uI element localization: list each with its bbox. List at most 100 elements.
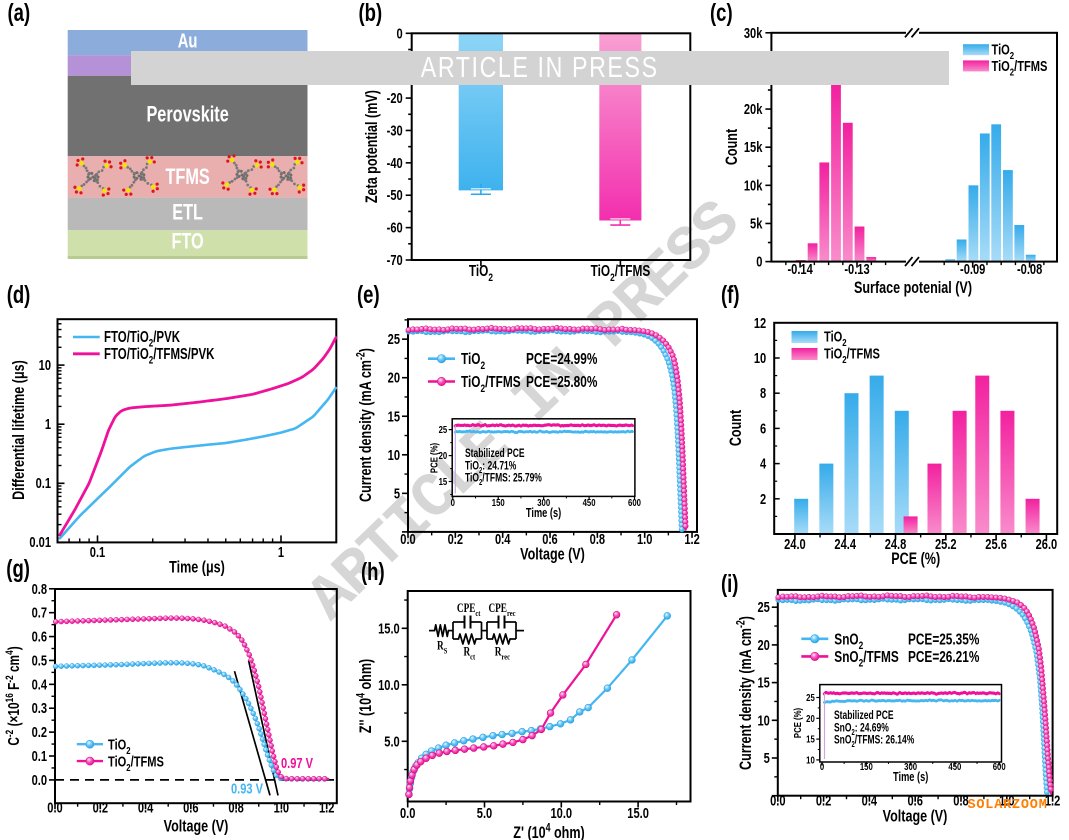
svg-text:-50: -50	[387, 187, 403, 204]
svg-text:25: 25	[757, 599, 769, 616]
svg-text:Voltage (V): Voltage (V)	[520, 545, 585, 564]
svg-text:15.0: 15.0	[378, 620, 400, 637]
svg-text:1.2: 1.2	[1045, 792, 1060, 809]
svg-text:2: 2	[760, 490, 766, 507]
svg-text:25: 25	[388, 331, 400, 348]
svg-text:5.0: 5.0	[384, 733, 399, 750]
svg-text:25: 25	[806, 692, 815, 703]
svg-text:0.97 V: 0.97 V	[281, 754, 313, 771]
svg-text:25: 25	[439, 424, 448, 435]
svg-text:TiO2: TiO2	[108, 736, 131, 756]
svg-text:FTO/TiO2/PVK: FTO/TiO2/PVK	[104, 328, 180, 350]
svg-text:(f): (f)	[721, 280, 739, 308]
svg-text:0.1: 0.1	[90, 543, 105, 560]
svg-text:CPErec: CPErec	[488, 602, 516, 618]
svg-text:-0.14: -0.14	[787, 260, 813, 277]
svg-text:0: 0	[756, 253, 762, 270]
svg-text:4: 4	[760, 455, 767, 472]
svg-text:0.7: 0.7	[32, 604, 47, 621]
svg-text:SnO2: SnO2	[834, 630, 863, 653]
svg-text:0.1: 0.1	[32, 747, 47, 764]
svg-text:300: 300	[537, 497, 550, 508]
svg-text:FTO/TiO2/TFMS/PVK: FTO/TiO2/TFMS/PVK	[104, 345, 215, 367]
svg-text:0.2: 0.2	[816, 792, 831, 809]
svg-text:TiO2/TFMS: TiO2/TFMS	[992, 57, 1048, 77]
svg-text:(g): (g)	[6, 554, 30, 582]
svg-text:Au: Au	[178, 29, 198, 52]
svg-text:TFMS: TFMS	[165, 165, 209, 190]
svg-text:0.3: 0.3	[32, 700, 47, 717]
svg-text:Count: Count	[722, 129, 741, 165]
svg-text:SnO2: 24.69%: SnO2: 24.69%	[834, 723, 889, 738]
svg-text:Differential lifetime (μs): Differential lifetime (μs)	[9, 360, 28, 500]
svg-text:PCE (%): PCE (%)	[891, 549, 940, 568]
svg-text:10.0: 10.0	[551, 804, 573, 821]
svg-text:24.8: 24.8	[885, 535, 907, 552]
svg-text:10: 10	[388, 446, 400, 463]
svg-text:8: 8	[760, 385, 766, 402]
svg-text:(c): (c)	[710, 0, 733, 27]
svg-text:Time (μs): Time (μs)	[169, 558, 225, 577]
svg-text:0.8: 0.8	[590, 530, 605, 547]
svg-text:10: 10	[754, 349, 766, 366]
svg-text:15.0: 15.0	[627, 804, 649, 821]
svg-text:-40: -40	[387, 154, 403, 171]
svg-text:-20: -20	[387, 89, 403, 106]
svg-text:0.0: 0.0	[400, 530, 415, 547]
svg-text:1.0: 1.0	[637, 530, 652, 547]
svg-text:ETL: ETL	[172, 200, 203, 225]
svg-text:TiO2: 24.71%: TiO2: 24.71%	[465, 461, 516, 476]
svg-text:PCE=25.80%: PCE=25.80%	[526, 372, 598, 390]
svg-text:Rct: Rct	[463, 645, 475, 661]
svg-text:25.2: 25.2	[935, 535, 957, 552]
svg-text:10.0: 10.0	[378, 676, 400, 693]
svg-text:(a): (a)	[8, 0, 31, 27]
svg-text:TiO2/TFMS: TiO2/TFMS	[108, 753, 164, 773]
svg-text:0: 0	[397, 25, 403, 42]
svg-text:TiO2: TiO2	[461, 349, 486, 372]
svg-text:20: 20	[757, 636, 769, 653]
svg-text:0.0: 0.0	[400, 804, 415, 821]
svg-text:6: 6	[760, 420, 766, 437]
svg-text:0.0: 0.0	[47, 799, 62, 816]
svg-text:-60: -60	[387, 219, 403, 236]
svg-text:0.6: 0.6	[32, 628, 47, 645]
svg-text:20: 20	[388, 369, 400, 386]
svg-text:TiO2/TFMS: TiO2/TFMS	[591, 261, 651, 284]
svg-text:150: 150	[860, 761, 873, 772]
svg-text:-0.13: -0.13	[844, 260, 869, 277]
svg-text:PCE (%): PCE (%)	[428, 443, 439, 473]
svg-text:Z' (104 ohm): Z' (104 ohm)	[513, 822, 584, 840]
svg-text:TiO2/TFMS: TiO2/TFMS	[461, 372, 521, 395]
svg-text:10k: 10k	[744, 177, 763, 194]
svg-text:PCE=26.21%: PCE=26.21%	[908, 647, 980, 665]
svg-text:C-2 (×1016 F-2 cm4): C-2 (×1016 F-2 cm4)	[4, 646, 23, 745]
svg-text:PCE (%): PCE (%)	[792, 708, 803, 738]
svg-text:(b): (b)	[359, 0, 383, 27]
svg-text:1: 1	[45, 415, 51, 432]
svg-text:Surface potenial (V): Surface potenial (V)	[854, 278, 972, 297]
svg-text:Voltage (V): Voltage (V)	[883, 807, 948, 826]
svg-text:1.2: 1.2	[319, 799, 334, 816]
svg-text:TiO2: TiO2	[824, 328, 847, 348]
svg-text:(e): (e)	[357, 280, 380, 308]
svg-text:Stabilized PCE: Stabilized PCE	[834, 710, 894, 723]
svg-text:0.0: 0.0	[770, 792, 785, 809]
svg-text:5.0: 5.0	[477, 804, 492, 821]
svg-text:0.2: 0.2	[93, 799, 108, 816]
svg-text:Current density (mA cm-2): Current density (mA cm-2)	[735, 616, 755, 770]
svg-text:10: 10	[39, 356, 51, 373]
svg-text:PCE=25.35%: PCE=25.35%	[908, 630, 980, 648]
svg-text:20: 20	[439, 450, 448, 461]
svg-text:15: 15	[806, 734, 815, 745]
svg-text:0.4: 0.4	[495, 530, 511, 547]
svg-text:15k: 15k	[744, 139, 763, 156]
svg-text:15: 15	[388, 408, 400, 425]
svg-text:1.2: 1.2	[684, 530, 699, 547]
svg-text:TiO2/TFMS: TiO2/TFMS	[824, 345, 880, 365]
svg-text:5k: 5k	[750, 215, 763, 232]
svg-text:TiO2/TFMS: 25.79%: TiO2/TFMS: 25.79%	[465, 473, 542, 488]
svg-text:0: 0	[451, 497, 455, 508]
svg-text:5: 5	[394, 485, 400, 502]
svg-text:Rrec: Rrec	[495, 645, 511, 661]
